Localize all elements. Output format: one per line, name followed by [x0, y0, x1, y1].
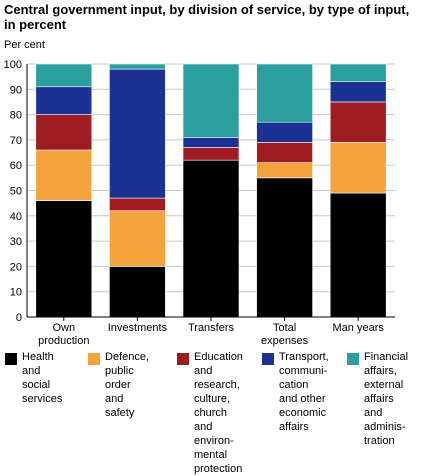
bar-segment-3-2 — [256, 142, 313, 163]
y-tick-label: 0 — [16, 312, 22, 324]
bar-segment-0-4 — [35, 63, 93, 88]
legend-label: Defence, public order and safety — [105, 351, 150, 419]
bar-segment-4-1 — [329, 142, 387, 194]
bar-segment-4-4 — [329, 63, 387, 83]
bar-segment-3-0 — [256, 177, 313, 318]
x-tick-label: Total expenses — [261, 322, 309, 347]
y-tick-label: 70 — [10, 135, 22, 147]
legend-label: Transport, communi- cation and other eco… — [279, 351, 329, 433]
legend-swatch — [177, 353, 189, 365]
bar-segment-1-1 — [109, 210, 166, 267]
bar-segment-3-3 — [256, 121, 313, 143]
y-tick-label: 20 — [10, 261, 22, 273]
bar-segment-1-0 — [109, 266, 166, 318]
bar-segment-0-3 — [35, 86, 93, 115]
y-tick-label: 30 — [10, 236, 22, 248]
bar-segment-4-2 — [329, 101, 387, 143]
bar-segment-2-2 — [182, 147, 240, 161]
bar-segment-2-0 — [182, 159, 240, 318]
legend-swatch — [88, 353, 100, 365]
bar-segment-2-4 — [182, 63, 240, 138]
y-tick-label: 50 — [10, 186, 22, 198]
bar-segment-1-4 — [109, 63, 166, 70]
legend-swatch — [262, 353, 274, 365]
legend-swatch — [5, 353, 17, 365]
bar-segment-4-0 — [329, 192, 387, 318]
x-tick-label: Own production — [38, 322, 89, 347]
bar-segment-0-2 — [35, 114, 93, 151]
bar-segment-0-1 — [35, 149, 93, 201]
legend-label: Financial affairs, external affairs and … — [364, 351, 409, 447]
y-tick-label: 60 — [10, 160, 22, 172]
bar-segment-0-0 — [35, 200, 93, 318]
bar-segment-1-2 — [109, 197, 166, 212]
x-tick-label: Transfers — [188, 322, 235, 334]
y-tick-label: 80 — [10, 110, 22, 122]
y-tick-label: 40 — [10, 211, 22, 223]
bar-segment-3-4 — [256, 63, 313, 123]
bar-segment-1-3 — [109, 68, 166, 199]
bar-segment-3-1 — [256, 162, 313, 179]
legend-label: Health and social services — [22, 351, 63, 405]
legend-label: Education and research, culture, church … — [194, 351, 243, 475]
y-tick-label: 10 — [10, 287, 22, 299]
y-tick-label: 90 — [10, 84, 22, 96]
y-tick-label: 100 — [4, 59, 22, 71]
y-axis-label: Per cent — [4, 39, 45, 51]
legend: Health and social services Defence, publi… — [0, 350, 426, 475]
x-tick-label: Investments — [108, 322, 168, 334]
stacked-bar-chart: 0 10 20 30 40 50 60 70 80 90 100 Own production Inves… — [4, 59, 395, 347]
bar-segment-2-3 — [182, 137, 240, 148]
bar-segment-4-3 — [329, 81, 387, 103]
chart-title: Central government input, by division of… — [4, 2, 410, 32]
legend-swatch — [347, 353, 359, 365]
x-tick-label: Man years — [333, 322, 385, 334]
